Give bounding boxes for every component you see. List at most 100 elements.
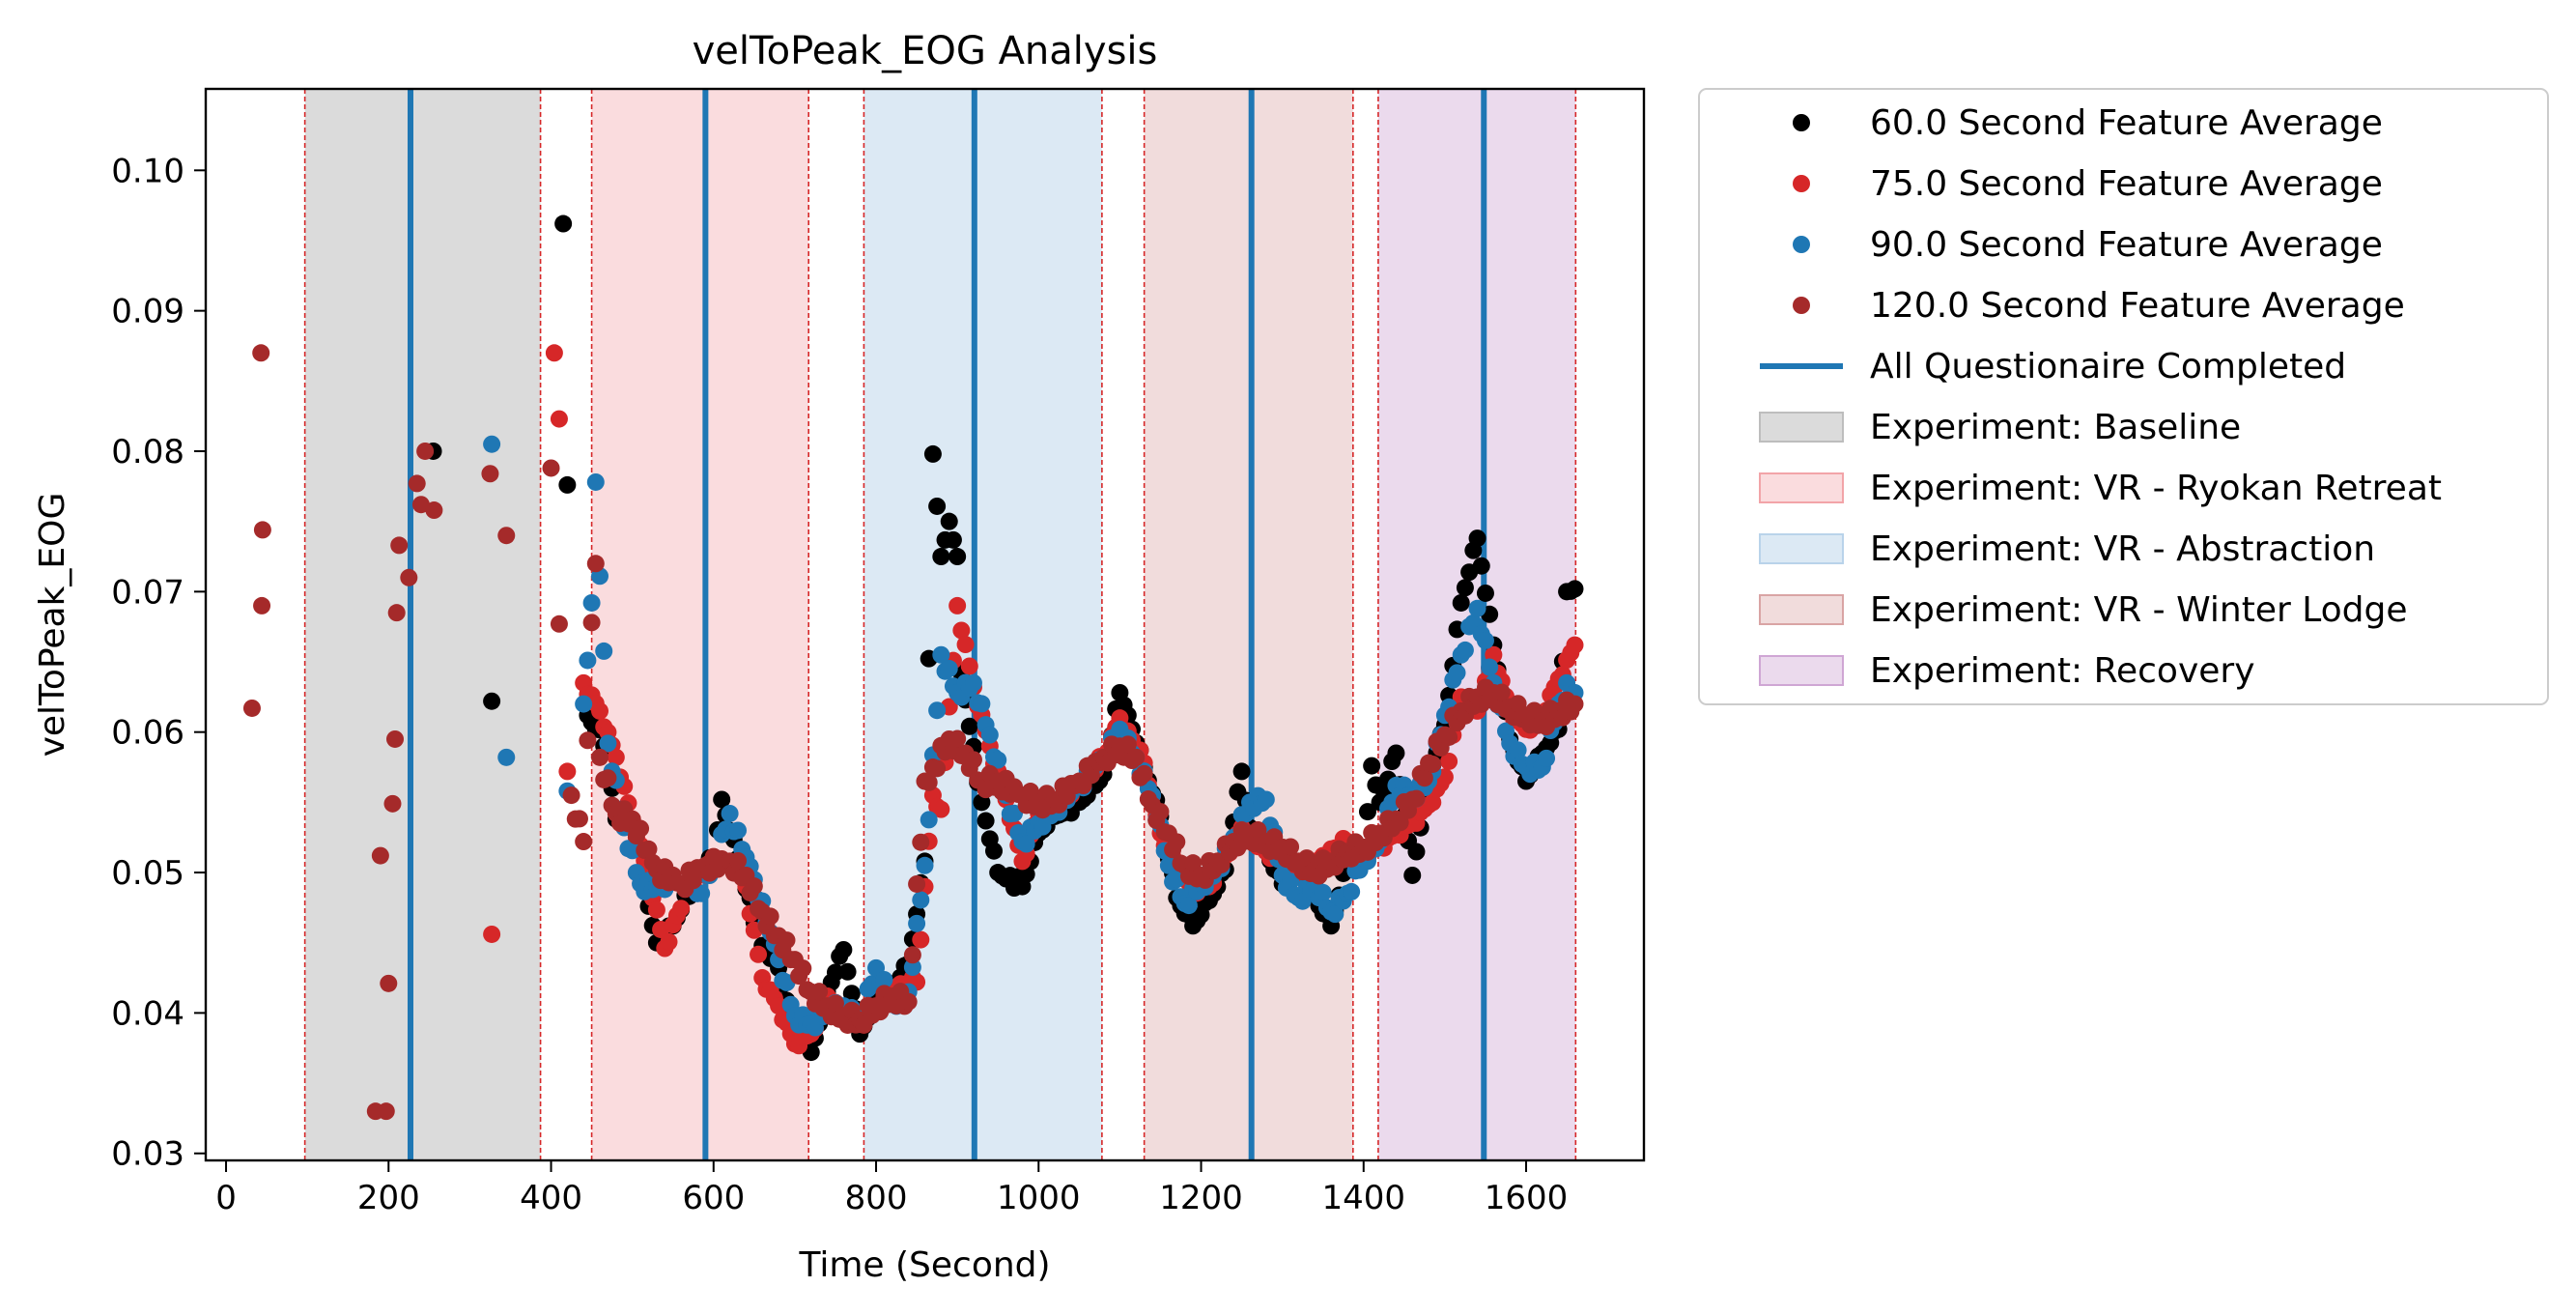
point-s1-28 — [672, 900, 691, 918]
x-tick-label-7: 1400 — [1322, 1179, 1406, 1217]
point-s2-211 — [1448, 664, 1466, 682]
legend-label-region-1: Experiment: VR - Ryokan Retreat — [1870, 469, 2442, 508]
point-s0-86 — [940, 512, 958, 530]
point-s0-88 — [948, 548, 967, 566]
point-s3-21 — [562, 786, 580, 805]
point-s2-70 — [875, 970, 893, 988]
point-s2-32 — [721, 804, 739, 822]
point-s1-0 — [483, 925, 501, 943]
y-tick-label-3: 0.06 — [111, 714, 184, 753]
point-s3-26 — [582, 614, 601, 632]
point-s3-19 — [542, 459, 560, 477]
point-s0-62 — [842, 985, 861, 1003]
legend-marker-series-1 — [1793, 175, 1810, 192]
point-s3-6 — [377, 1102, 395, 1121]
point-s3-231 — [1415, 769, 1433, 787]
point-s0-200 — [1403, 866, 1422, 884]
point-s3-1 — [252, 344, 270, 362]
point-s3-233 — [1424, 755, 1442, 773]
point-s3-9 — [386, 729, 405, 748]
point-s3-38 — [632, 819, 650, 838]
point-s3-158 — [1118, 735, 1137, 754]
legend-marker-region-1 — [1759, 472, 1844, 503]
point-s3-149 — [1082, 766, 1100, 785]
point-s3-116 — [948, 729, 967, 748]
legend-label-series-3: 120.0 Second Feature Average — [1870, 286, 2405, 326]
point-s2-4 — [579, 651, 597, 670]
legend-label-series-1: 75.0 Second Feature Average — [1870, 164, 2383, 204]
point-s3-78 — [794, 959, 812, 978]
point-s2-0 — [483, 435, 501, 453]
point-s3-28 — [591, 748, 609, 766]
point-s3-268 — [1566, 695, 1584, 713]
point-s1-22 — [647, 900, 665, 919]
point-s2-9 — [599, 734, 617, 753]
point-s0-1 — [483, 692, 501, 710]
point-s2-84 — [932, 645, 950, 664]
point-s3-20 — [550, 615, 568, 633]
point-s3-120 — [964, 751, 982, 769]
y-axis: 0.03 0.04 0.05 0.06 0.07 0.08 0.09 0.10 — [111, 152, 206, 1174]
point-s2-164 — [1257, 790, 1275, 809]
point-s1-12 — [607, 748, 625, 766]
scatter-points — [242, 214, 1584, 1121]
point-s2-233 — [1538, 749, 1556, 767]
point-s3-166 — [1151, 803, 1170, 821]
point-s0-189 — [1358, 803, 1376, 821]
point-s1-91 — [956, 636, 975, 654]
point-s3-107 — [912, 833, 930, 851]
y-tick-label-6: 0.09 — [111, 293, 184, 331]
legend-label-region-3: Experiment: VR - Winter Lodge — [1870, 590, 2408, 630]
point-s1-3 — [558, 762, 577, 781]
legend-frame — [1698, 88, 2549, 705]
point-s3-111 — [928, 759, 947, 778]
point-s3-23 — [570, 810, 588, 828]
legend: 60.0 Second Feature Average 75.0 Second F… — [1698, 88, 2549, 705]
point-s3-11 — [390, 536, 409, 555]
x-axis-label: Time (Second) — [798, 1245, 1050, 1285]
point-s3-109 — [920, 773, 938, 791]
point-s3-229 — [1407, 789, 1426, 808]
legend-label-questionnaire: All Questionaire Completed — [1870, 347, 2346, 386]
y-axis-label: velToPeak_EOG — [33, 493, 72, 758]
point-s1-85 — [932, 800, 950, 818]
point-s0-196 — [1387, 744, 1405, 762]
legend-marker-region-2 — [1759, 533, 1844, 564]
legend-marker-region-0 — [1759, 412, 1844, 443]
point-s2-79 — [912, 891, 930, 909]
point-s0-158 — [1232, 762, 1251, 781]
point-s2-226 — [1509, 741, 1527, 759]
x-axis: 0 200 400 600 800 1000 1200 1400 1600 — [215, 1160, 1568, 1217]
point-s0-84 — [932, 548, 950, 566]
point-s2-145 — [1179, 897, 1198, 915]
point-s3-237 — [1440, 728, 1458, 746]
point-s2-219 — [1481, 658, 1499, 676]
point-s2-105 — [1017, 835, 1035, 853]
point-s3-40 — [639, 840, 658, 858]
point-s3-82 — [810, 983, 829, 1001]
y-tick-label-2: 0.05 — [111, 854, 184, 893]
point-s2-96 — [980, 726, 999, 744]
point-s2-92 — [964, 673, 982, 692]
x-tick-label-3: 600 — [682, 1179, 745, 1217]
point-s3-105 — [903, 946, 921, 964]
point-s0-82 — [923, 444, 942, 463]
point-s0-95 — [977, 812, 995, 830]
point-s1-89 — [948, 596, 967, 615]
point-s0-217 — [1472, 557, 1490, 575]
point-s1-8 — [591, 701, 609, 720]
point-s3-30 — [599, 769, 617, 787]
point-s0-97 — [985, 842, 1004, 860]
point-s3-27 — [586, 555, 605, 573]
y-tick-label-1: 0.04 — [111, 994, 184, 1033]
point-s3-2 — [253, 596, 271, 615]
point-s2-86 — [940, 660, 958, 678]
point-s0-60 — [835, 940, 853, 958]
point-s2-5 — [582, 593, 601, 612]
point-s3-8 — [383, 794, 402, 813]
legend-label-series-0: 60.0 Second Feature Average — [1870, 103, 2383, 143]
point-s3-62 — [729, 851, 748, 870]
point-s1-206 — [1424, 793, 1442, 812]
point-s2-170 — [1282, 872, 1300, 891]
